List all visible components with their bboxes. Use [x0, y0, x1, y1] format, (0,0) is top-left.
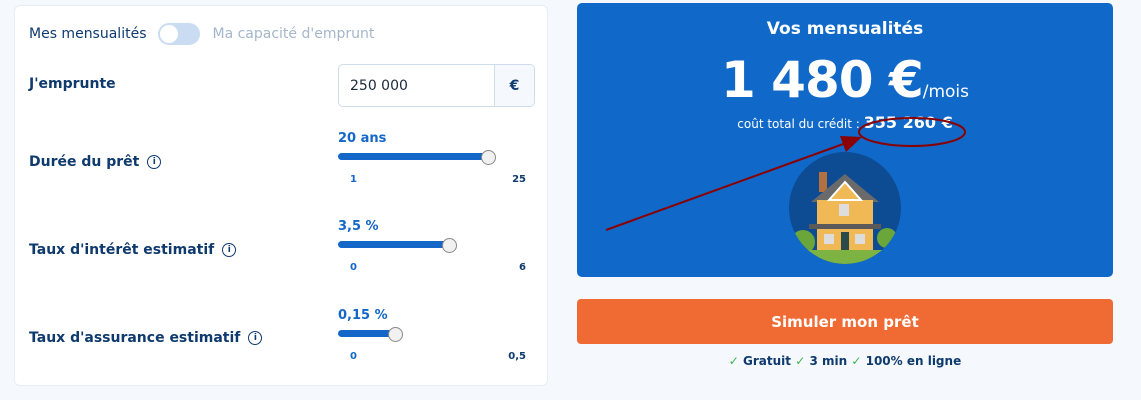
loan-form-card: Mes mensualités Ma capacité d'emprunt J'…	[14, 5, 548, 386]
total-cost: coût total du crédit : 355 260 €	[577, 113, 1113, 132]
slider-track[interactable]	[338, 150, 528, 165]
slider-max: 0,5	[508, 351, 526, 362]
borrow-amount-field[interactable]: 250 000 €	[338, 64, 535, 107]
borrow-label: J'emprunte	[29, 76, 116, 92]
house-illustration	[789, 152, 901, 264]
duration-label: Durée du prêt i	[29, 154, 162, 170]
info-icon[interactable]: i	[147, 155, 162, 169]
slider-thumb[interactable]	[481, 150, 497, 165]
mode-toggle-row: Mes mensualités Ma capacité d'emprunt	[29, 23, 374, 45]
check-icon: ✓	[728, 354, 739, 368]
insurance-value: 0,15 %	[338, 308, 388, 323]
benefit-online: 100% en ligne	[865, 354, 962, 368]
interest-value: 3,5 %	[338, 219, 379, 234]
monthly-payment: 1 480 €/mois	[577, 51, 1113, 109]
check-icon: ✓	[795, 354, 806, 368]
result-card: Vos mensualités 1 480 €/mois coût total …	[577, 3, 1113, 277]
interest-label-text: Taux d'intérêt estimatif	[29, 242, 215, 258]
info-icon[interactable]: i	[248, 331, 263, 345]
toggle-label-capacity[interactable]: Ma capacité d'emprunt	[212, 26, 375, 42]
slider-min: 0	[350, 262, 357, 273]
toggle-label-monthly[interactable]: Mes mensualités	[29, 26, 147, 42]
per-month: /mois	[922, 82, 970, 102]
slider-max: 6	[519, 262, 526, 273]
simulate-loan-button[interactable]: Simuler mon prêt	[577, 299, 1113, 344]
slider-thumb[interactable]	[441, 238, 457, 253]
duration-slider[interactable]: 20 ans 1 25	[338, 131, 528, 185]
insurance-slider[interactable]: 0,15 % 0 0,5	[338, 308, 528, 362]
cost-label: coût total du crédit :	[737, 117, 860, 131]
insurance-label: Taux d'assurance estimatif i	[29, 330, 263, 346]
slider-fill	[338, 153, 489, 160]
borrow-amount-input[interactable]: 250 000	[350, 77, 408, 94]
slider-max: 25	[512, 174, 526, 185]
info-icon[interactable]: i	[222, 243, 237, 257]
mode-toggle[interactable]	[158, 23, 201, 45]
duration-value: 20 ans	[338, 131, 387, 146]
insurance-label-text: Taux d'assurance estimatif	[29, 330, 241, 346]
duration-label-text: Durée du prêt	[29, 154, 140, 170]
toggle-knob	[160, 25, 179, 43]
slider-fill	[338, 330, 395, 337]
benefits-line: ✓ Gratuit ✓ 3 min ✓ 100% en ligne	[577, 354, 1113, 368]
interest-label: Taux d'intérêt estimatif i	[29, 242, 237, 258]
result-title: Vos mensualités	[766, 19, 924, 39]
benefit-time: 3 min	[809, 354, 848, 368]
interest-slider[interactable]: 3,5 % 0 6	[338, 219, 528, 273]
slider-min: 1	[350, 174, 357, 185]
slider-track[interactable]	[338, 238, 528, 253]
slider-min: 0	[350, 351, 357, 362]
slider-thumb[interactable]	[388, 327, 403, 342]
monthly-amount: 1 480 €	[720, 51, 924, 109]
slider-track[interactable]	[338, 327, 528, 342]
borrow-label-text: J'emprunte	[29, 76, 116, 92]
cost-value: 355 260 €	[863, 113, 953, 132]
benefit-free: Gratuit	[743, 354, 792, 368]
currency-addon: €	[494, 65, 534, 106]
slider-fill	[338, 241, 449, 248]
check-icon: ✓	[851, 354, 862, 368]
